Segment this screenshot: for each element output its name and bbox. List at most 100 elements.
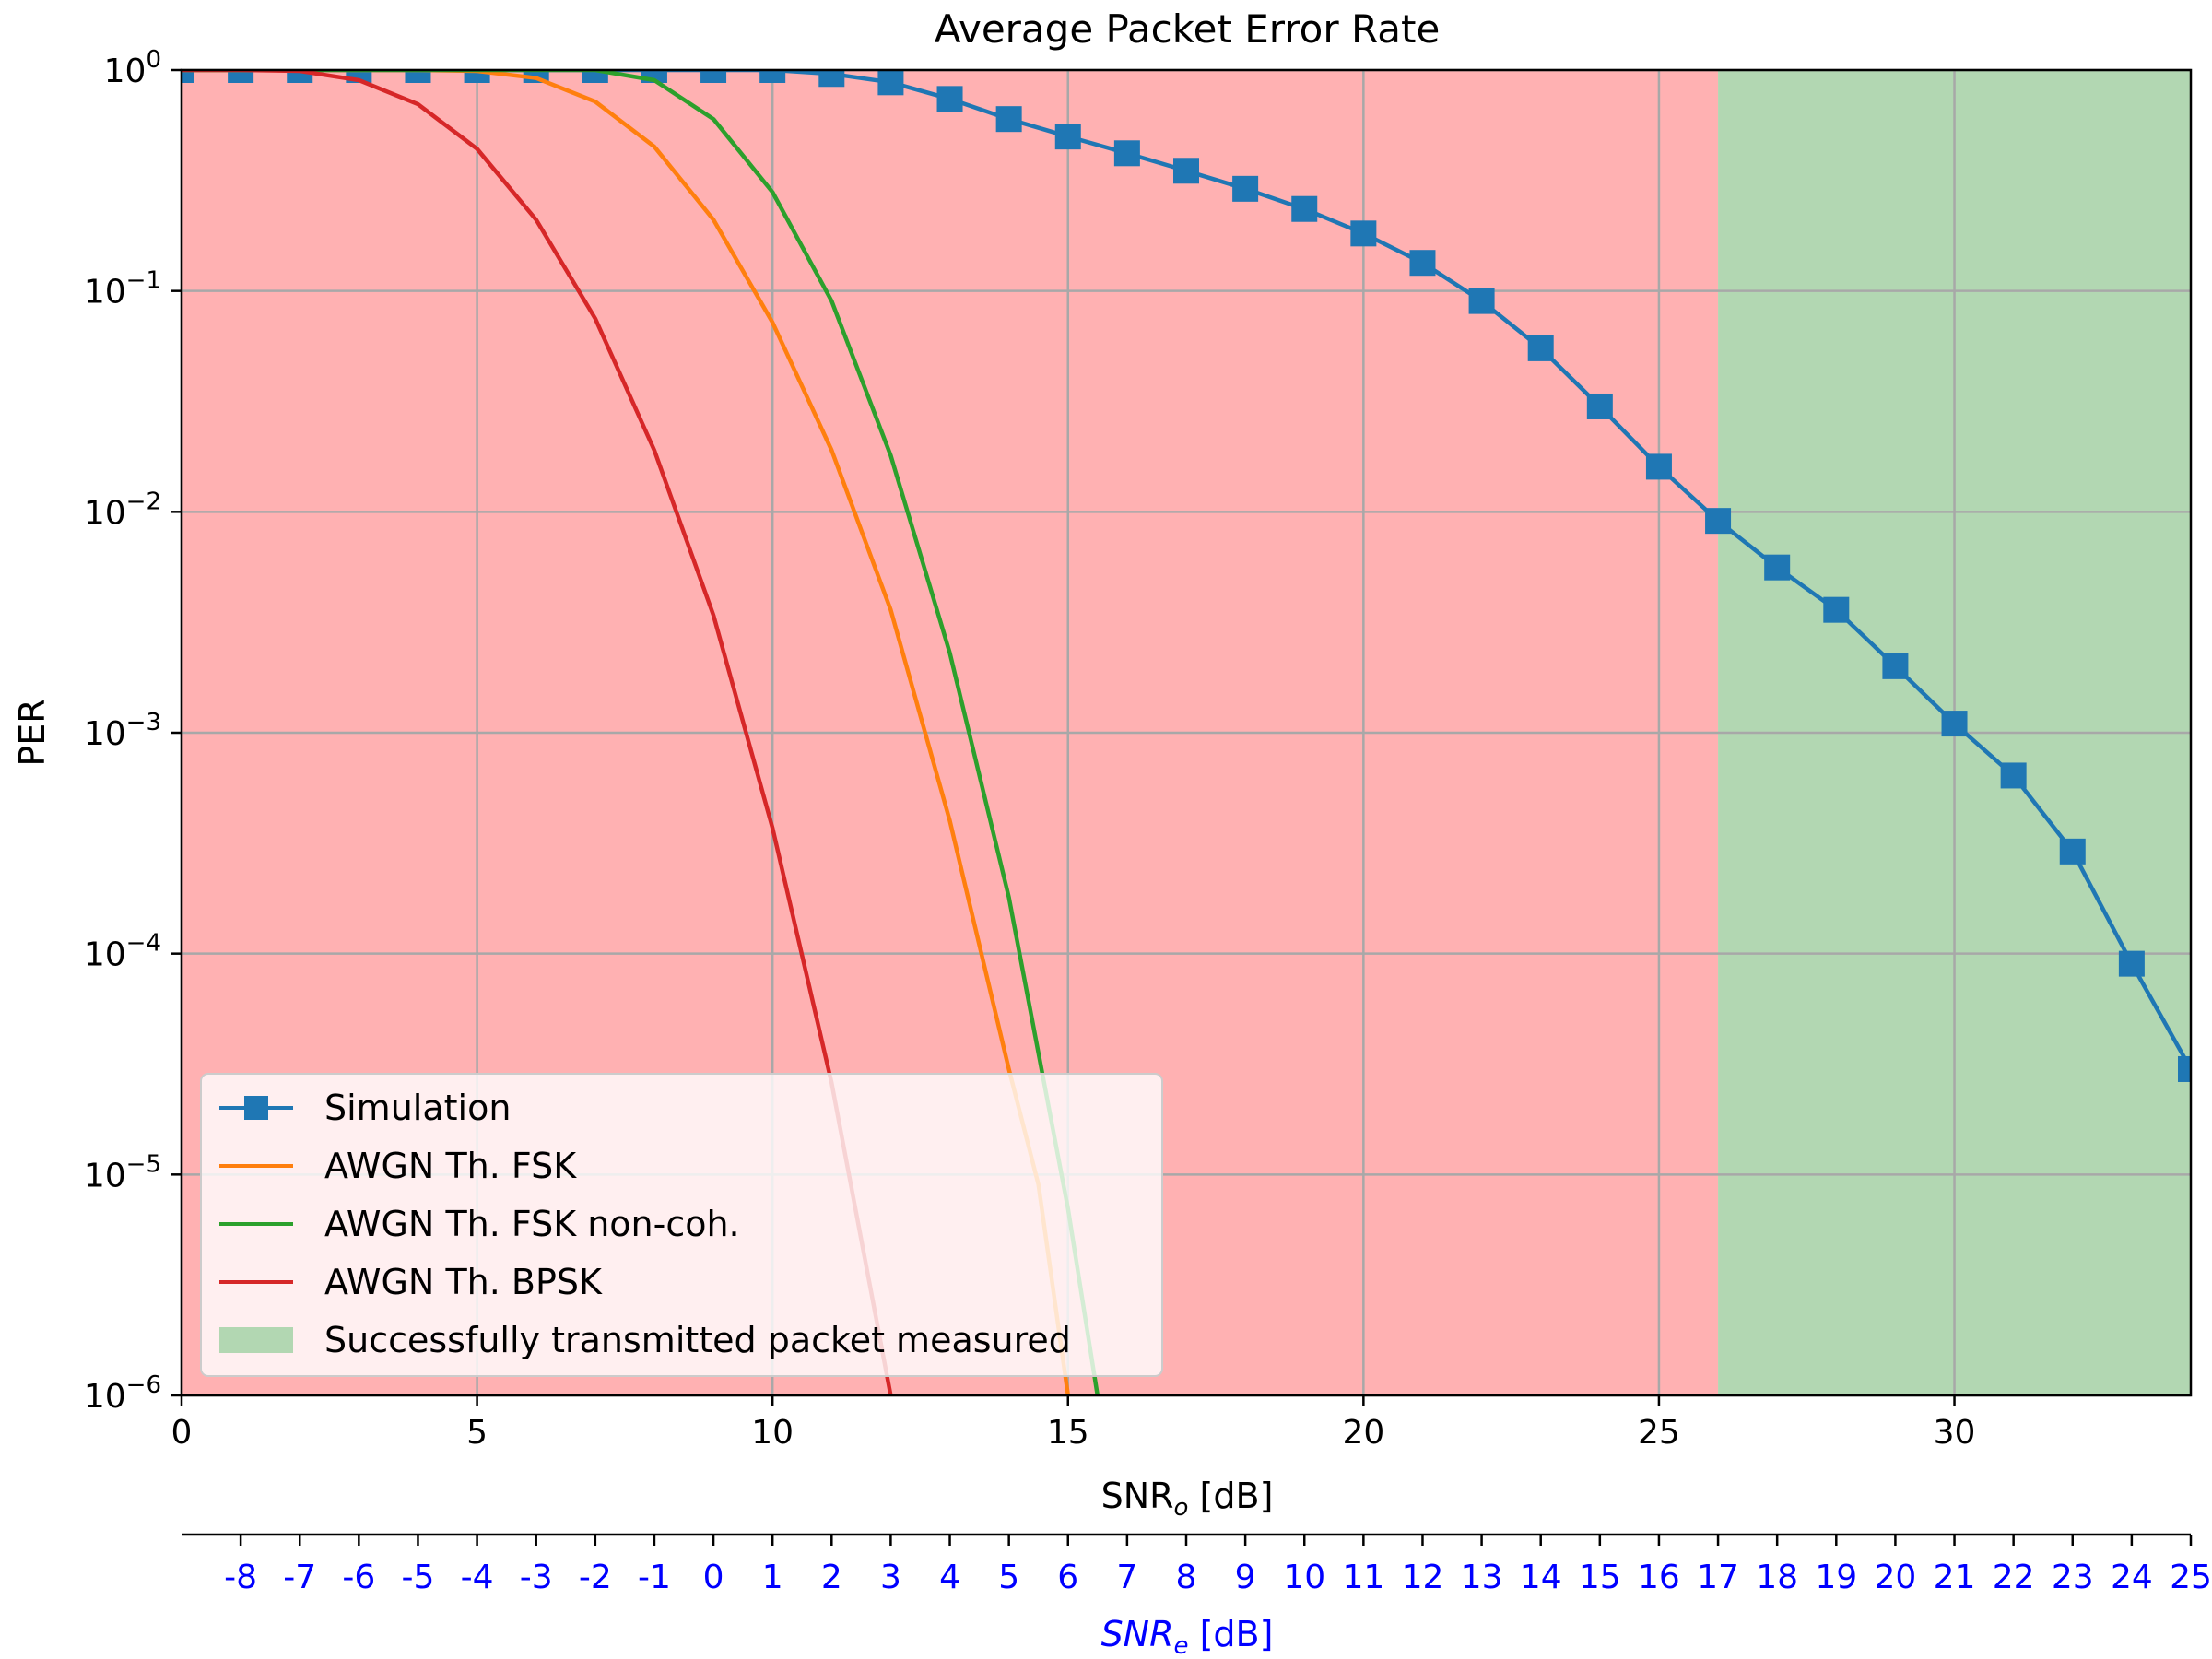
data-point [1054,124,1081,150]
legend: Simulation AWGN Th. FSK AWGN Th. FSK non… [200,1073,1163,1377]
data-point [1468,288,1495,314]
data-point [2000,762,2027,789]
data-point [1645,453,1672,480]
legend-patch [219,1327,293,1353]
secondary-tick-label: 20 [1875,1559,1917,1596]
data-point [995,106,1022,133]
data-point [1941,711,1968,737]
secondary-tick-label: 4 [939,1559,960,1596]
legend-entry-simulation: Simulation [219,1088,511,1128]
data-point [1764,554,1791,581]
secondary-tick-label: -5 [402,1559,435,1596]
secondary-tick-label: -2 [579,1559,612,1596]
data-point [1173,158,1199,184]
x-tick-label: 0 [171,1414,193,1452]
secondary-tick-label: 5 [998,1559,1019,1596]
data-point [1586,393,1613,419]
secondary-tick-label: -1 [638,1559,671,1596]
secondary-tick-label: 11 [1342,1559,1384,1596]
secondary-axis-label: SNRe [dB] [1101,1614,1274,1659]
secondary-tick-label: -3 [520,1559,553,1596]
data-point [182,70,194,83]
secondary-tick-label: 8 [1176,1559,1197,1596]
data-point [1409,250,1436,276]
secondary-tick-label: 1 [762,1559,783,1596]
secondary-tick-label: 6 [1057,1559,1078,1596]
secondary-tick-label: 0 [703,1559,724,1596]
y-tick-label: 100 [104,46,161,90]
secondary-tick-label: 25 [2170,1559,2212,1596]
series-layer [182,70,2191,1395]
secondary-tick-label: 15 [1579,1559,1621,1596]
secondary-tick-label: 24 [2111,1559,2153,1596]
data-point [1232,175,1259,202]
legend-entry-fsk: AWGN Th. FSK [219,1146,577,1186]
series-line-2 [182,70,1100,1395]
series-line-1 [182,70,1071,1395]
data-point [877,70,904,96]
legend-label: AWGN Th. BPSK [324,1262,603,1302]
secondary-tick-label: 16 [1638,1559,1680,1596]
data-point [1705,508,1732,535]
y-tick-label: 10−4 [84,930,161,974]
x-axis-ticks: 0 5 10 15 20 25 30 [171,1395,1976,1452]
secondary-tick-label: 12 [1402,1559,1444,1596]
secondary-tick-label: 17 [1697,1559,1739,1596]
legend-label: AWGN Th. FSK non-coh. [324,1204,740,1244]
legend-label: Successfully transmitted packet measured [324,1320,1071,1360]
secondary-tick-label: 14 [1520,1559,1562,1596]
secondary-tick-label: 7 [1116,1559,1137,1596]
data-point [582,70,608,83]
secondary-tick-label: 23 [2052,1559,2094,1596]
secondary-x-axis: -8 -7 -6 -5 -4 -3 -2 -1 0 1 2 3 4 5 6 7 8 9 10 11 12 13 14 15 16… [182,1533,2212,1659]
y-tick-label: 10−3 [84,709,161,753]
data-point [936,86,963,112]
secondary-tick-label: -7 [283,1559,316,1596]
secondary-tick-label: 9 [1235,1559,1256,1596]
x-tick-label: 10 [751,1414,794,1452]
x-tick-label: 15 [1047,1414,1089,1452]
y-tick-label: 10−2 [84,488,161,532]
x-tick-label: 30 [1934,1414,1976,1452]
y-axis-label: PER [12,699,53,766]
data-point [2118,950,2145,977]
legend-entry-bpsk: AWGN Th. BPSK [219,1262,603,1302]
data-point [1350,220,1377,247]
data-point [1291,195,1318,222]
y-axis-ticks: 100 10−1 10−2 10−3 10−4 10−5 10−6 [84,46,182,1416]
y-tick-label: 10−6 [84,1371,161,1416]
legend-label: AWGN Th. FSK [324,1146,577,1186]
x-tick-label: 20 [1342,1414,1384,1452]
data-point [2178,1055,2191,1082]
secondary-tick-label: 21 [1934,1559,1976,1596]
data-point [1823,596,1850,623]
legend-marker-square [244,1096,268,1120]
chart-title: Average Packet Error Rate [935,6,1441,52]
secondary-tick-label: 2 [821,1559,842,1596]
y-tick-label: 10−1 [84,267,161,312]
secondary-tick-label: 22 [1993,1559,2035,1596]
x-tick-label: 25 [1638,1414,1680,1452]
legend-entry-success-region: Successfully transmitted packet measured [219,1320,1071,1360]
data-point [759,70,786,83]
data-point [818,70,845,88]
secondary-tick-label: 19 [1815,1559,1857,1596]
data-point [1113,140,1140,167]
secondary-tick-label: 10 [1283,1559,1325,1596]
secondary-tick-label: 3 [880,1559,901,1596]
legend-box [200,1073,1163,1377]
x-axis-label: SNRo [dB] [1101,1476,1274,1522]
data-point [700,70,727,83]
secondary-tick-label: -6 [342,1559,375,1596]
data-point [1882,653,1909,679]
x-tick-label: 5 [466,1414,488,1452]
data-point [1527,335,1554,361]
secondary-tick-label: -8 [224,1559,257,1596]
legend-label: Simulation [324,1088,511,1128]
y-tick-label: 10−5 [84,1150,161,1194]
data-point [228,70,254,83]
secondary-tick-label: 13 [1461,1559,1503,1596]
secondary-tick-label: -4 [461,1559,494,1596]
legend-entry-fsk-noncoh: AWGN Th. FSK non-coh. [219,1204,740,1244]
